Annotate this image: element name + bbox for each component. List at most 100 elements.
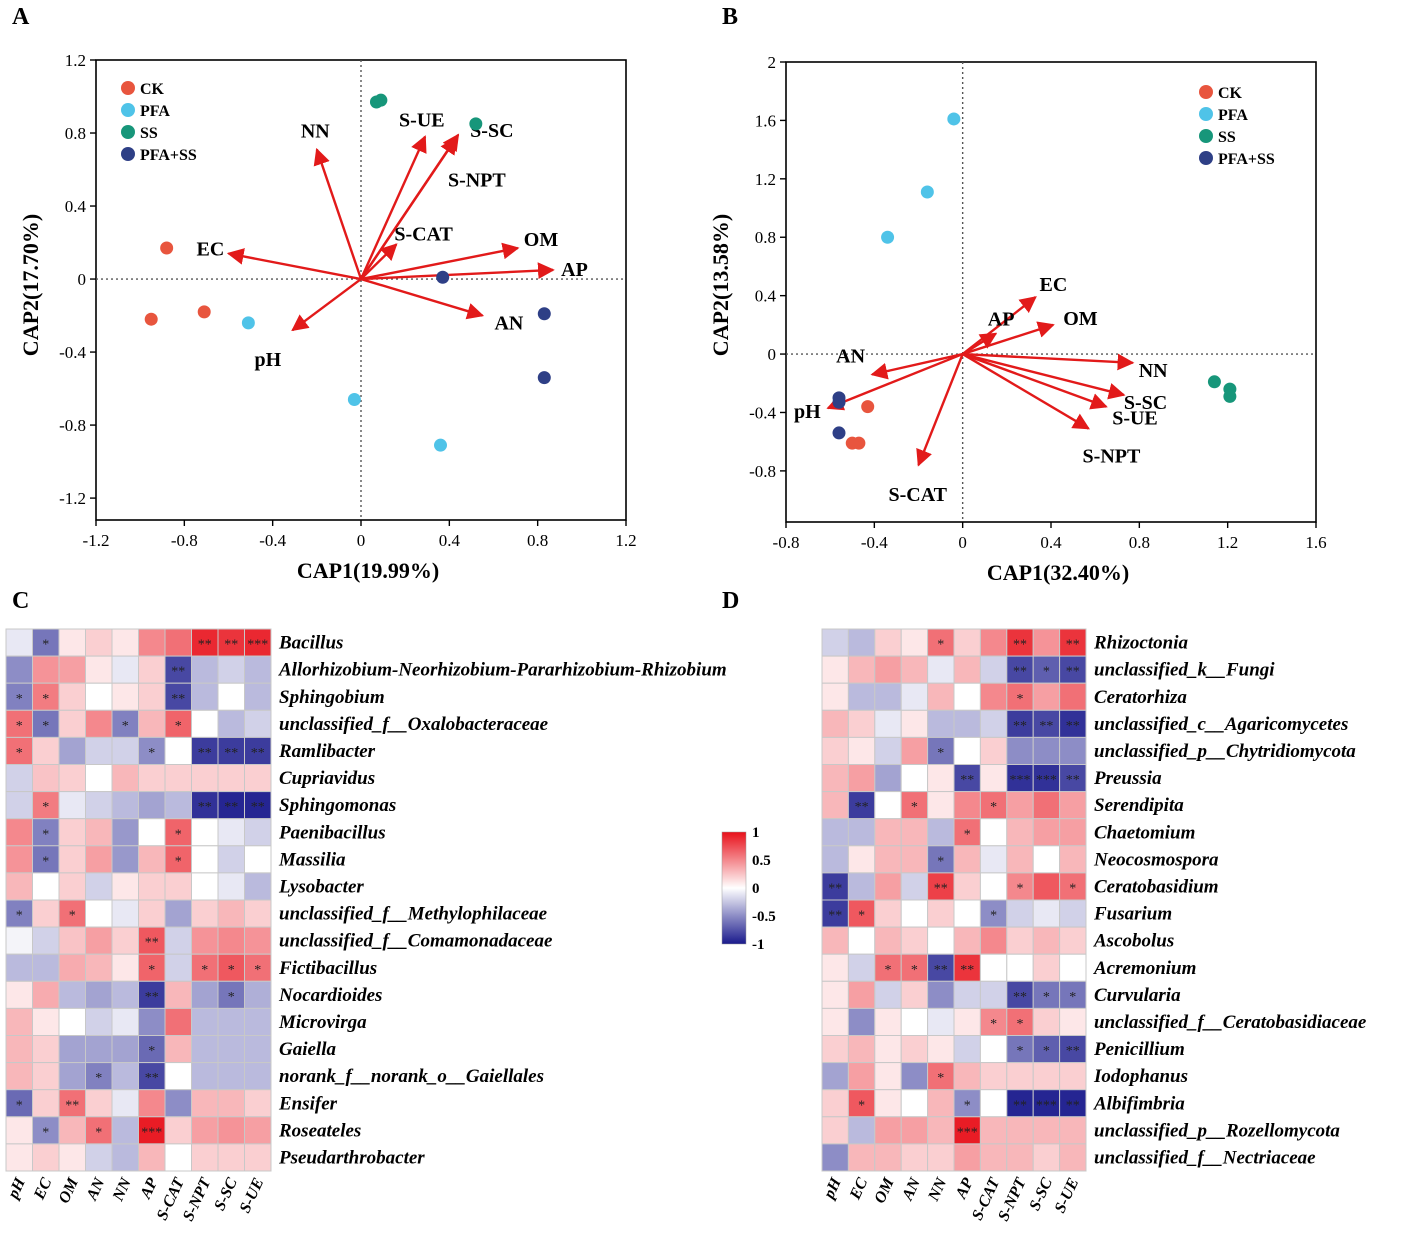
arrow-ec <box>961 296 1037 356</box>
heatmap-cell <box>1059 818 1087 847</box>
heatmap-cell <box>847 926 876 955</box>
row-label: Bacillus <box>278 633 343 654</box>
legend-label-pfa-ss: PFA+SS <box>140 147 197 164</box>
arrow-om <box>360 242 520 281</box>
heatmap-cell <box>138 980 166 1009</box>
arrow-s-npt <box>962 353 1090 430</box>
panel-label-b: B <box>722 4 738 30</box>
heatmap-cell <box>111 1062 139 1091</box>
significance-mark: * <box>148 1044 155 1059</box>
heatmap-cell <box>5 1035 33 1064</box>
significance-mark: * <box>1017 1017 1024 1032</box>
heatmap-cell <box>821 655 849 684</box>
heatmap-cell <box>953 1007 981 1037</box>
y-tick-label: 0.4 <box>65 197 87 216</box>
heatmap-cell <box>32 926 60 955</box>
heatmap-cell <box>1032 628 1061 657</box>
colorbar-tick-label: -1 <box>752 937 765 953</box>
legend-marker-ss <box>1199 129 1213 143</box>
heatmap-cell <box>138 1143 166 1172</box>
column-label: pH <box>820 1175 845 1203</box>
panel-b-arrows: EC AP OM NN S-SCS-UE S-NPT AN pH S-CAT <box>794 274 1168 506</box>
heatmap-cell <box>111 1035 139 1064</box>
colorbar-tick-label: -0.5 <box>752 909 776 925</box>
significance-mark: * <box>1043 1044 1050 1059</box>
colorbar-gradient <box>721 831 747 945</box>
row-label: Iodophanus <box>1093 1066 1188 1087</box>
heatmap-cell <box>85 1035 113 1064</box>
significance-mark: * <box>964 827 971 842</box>
panel-a-x-ticks: -1.2 -0.8 -0.4 0 0.4 0.8 1.2 <box>83 520 637 550</box>
row-label: unclassified_k__Fungi <box>1094 660 1275 681</box>
heatmap-cell <box>244 845 272 874</box>
significance-mark: * <box>16 746 23 761</box>
panel-a-y-axis-label: CAP2(17.70%) <box>18 214 43 356</box>
x-tick-label: 0.8 <box>527 531 548 550</box>
heatmap-cell <box>979 845 1008 874</box>
heatmap-cell <box>191 1007 219 1037</box>
x-tick-label: 1.2 <box>1217 533 1238 552</box>
significance-mark: ** <box>145 1071 159 1086</box>
heatmap-cell <box>900 980 929 1009</box>
heatmap-cell <box>111 872 139 901</box>
significance-mark: ** <box>1013 1098 1027 1113</box>
legend-marker-pfa <box>1199 107 1213 121</box>
heatmap-cell <box>244 1007 272 1037</box>
heatmap-cell <box>927 1062 955 1091</box>
heatmap-cell <box>111 899 139 928</box>
panel-b-y-axis-label: CAP2(13.58%) <box>708 214 733 356</box>
heatmap-cell <box>244 1089 272 1118</box>
significance-mark: ** <box>1013 719 1027 734</box>
heatmap-cell <box>164 1007 192 1037</box>
colorbar-tick-label: 0.5 <box>752 853 771 869</box>
point-ck <box>144 312 158 326</box>
heatmap-cell <box>5 872 33 901</box>
heatmap-cell <box>164 736 192 766</box>
y-tick-label: 1.6 <box>755 111 776 130</box>
arrow-label-ec: EC <box>197 238 225 260</box>
heatmap-cell <box>217 872 245 901</box>
panel-b-x-axis-label: CAP1(32.40%) <box>987 560 1129 585</box>
heatmap-cell <box>164 872 192 901</box>
heatmap-cell <box>821 980 849 1009</box>
significance-mark: * <box>16 692 23 707</box>
heatmap-cell <box>191 845 219 874</box>
heatmap-cell <box>58 682 86 711</box>
column-label: AP <box>952 1175 977 1202</box>
heatmap-cell <box>58 818 86 847</box>
y-tick-label: -0.8 <box>749 462 776 481</box>
legend-marker-ss <box>121 125 135 139</box>
heatmap-cell <box>58 980 86 1009</box>
row-label: unclassified_f__Comamonadaceae <box>279 931 553 952</box>
heatmap-cell <box>900 899 929 928</box>
heatmap-cell <box>58 655 86 684</box>
row-label: Albifimbria <box>1093 1093 1185 1114</box>
arrow-label-s-npt: S-NPT <box>1083 446 1141 468</box>
heatmap-cell <box>953 1062 981 1091</box>
arrow-label-om: OM <box>524 229 559 251</box>
y-tick-label: 0.8 <box>755 228 776 247</box>
heatmap-cell <box>1059 953 1087 982</box>
heatmap-cell <box>1059 1062 1087 1091</box>
heatmap-cell <box>191 1035 219 1064</box>
heatmap-cell <box>85 1062 113 1091</box>
heatmap-cell <box>1032 926 1061 955</box>
heatmap-cell <box>5 818 33 847</box>
significance-mark: * <box>990 1017 997 1032</box>
significance-mark: * <box>95 1071 102 1086</box>
legend-label-pfa: PFA <box>140 103 170 120</box>
heatmap-cell <box>953 1035 981 1064</box>
heatmap-cell <box>244 1035 272 1064</box>
arrow-label-om: OM <box>1063 308 1098 330</box>
heatmap-cell <box>111 655 139 684</box>
heatmap-cell <box>874 655 902 684</box>
heatmap-cell <box>900 1062 929 1091</box>
heatmap-cell <box>32 709 60 738</box>
point-ss <box>374 93 388 107</box>
heatmap-cell <box>217 899 245 928</box>
heatmap-cell <box>1006 1007 1034 1037</box>
heatmap-cell <box>821 1116 849 1145</box>
panel-label-d: D <box>722 588 739 614</box>
heatmap-cell <box>244 818 272 847</box>
panel-a-x-axis-label: CAP1(19.99%) <box>297 558 439 583</box>
